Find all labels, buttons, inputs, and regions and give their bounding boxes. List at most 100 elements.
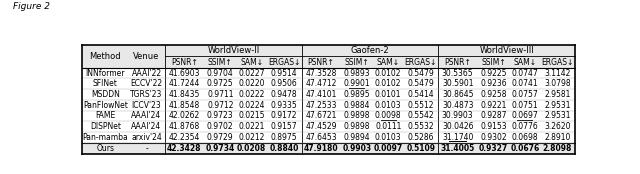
Text: 0.9258: 0.9258 xyxy=(481,90,507,99)
Text: 47.9180: 47.9180 xyxy=(304,144,339,153)
Text: 0.0751: 0.0751 xyxy=(511,101,538,110)
Text: SAM↓: SAM↓ xyxy=(240,58,263,66)
Text: 0.0741: 0.0741 xyxy=(511,79,538,88)
Text: 47.4712: 47.4712 xyxy=(305,79,337,88)
Text: 0.0103: 0.0103 xyxy=(375,101,401,110)
Text: 41.8768: 41.8768 xyxy=(169,122,200,131)
Text: 31.1740: 31.1740 xyxy=(442,133,474,142)
Text: PanFlowNet: PanFlowNet xyxy=(83,101,128,110)
Text: ERGAS↓: ERGAS↓ xyxy=(404,58,437,66)
Text: 0.0102: 0.0102 xyxy=(375,79,401,88)
Text: SFINet: SFINet xyxy=(93,79,118,88)
Text: 0.0098: 0.0098 xyxy=(375,112,401,120)
Text: 0.0222: 0.0222 xyxy=(239,90,265,99)
Text: 0.9712: 0.9712 xyxy=(207,101,234,110)
Text: ECCV'22: ECCV'22 xyxy=(131,79,163,88)
Text: 0.9335: 0.9335 xyxy=(271,101,298,110)
Text: 0.9725: 0.9725 xyxy=(207,79,234,88)
Text: 0.0776: 0.0776 xyxy=(511,122,538,131)
Text: 0.9157: 0.9157 xyxy=(271,122,298,131)
Text: 0.9478: 0.9478 xyxy=(271,90,298,99)
Text: SSIM↑: SSIM↑ xyxy=(481,58,506,66)
Text: ERGAS↓: ERGAS↓ xyxy=(541,58,573,66)
Text: 47.6721: 47.6721 xyxy=(305,112,337,120)
Text: 0.0101: 0.0101 xyxy=(375,90,401,99)
Text: 0.9287: 0.9287 xyxy=(481,112,507,120)
Text: INNformer: INNformer xyxy=(86,69,125,78)
Text: 2.8098: 2.8098 xyxy=(543,144,572,153)
Text: 0.5286: 0.5286 xyxy=(408,133,434,142)
Bar xyxy=(83,100,575,111)
Text: 30.5901: 30.5901 xyxy=(442,79,474,88)
Text: SAM↓: SAM↓ xyxy=(513,58,536,66)
Text: 0.0103: 0.0103 xyxy=(375,133,401,142)
Text: Ours: Ours xyxy=(96,144,115,153)
Text: Venue: Venue xyxy=(133,52,160,61)
Text: 0.9734: 0.9734 xyxy=(205,144,235,153)
Text: WorldView-II: WorldView-II xyxy=(207,46,259,55)
Text: AAAI'24: AAAI'24 xyxy=(131,112,162,120)
Text: PSNR↑: PSNR↑ xyxy=(444,58,471,66)
Text: 0.9221: 0.9221 xyxy=(481,101,507,110)
Text: 41.6903: 41.6903 xyxy=(169,69,200,78)
Text: 0.9711: 0.9711 xyxy=(207,90,234,99)
Text: 0.0698: 0.0698 xyxy=(511,133,538,142)
Bar xyxy=(83,68,575,78)
Text: DISPNet: DISPNet xyxy=(90,122,121,131)
Text: 0.8975: 0.8975 xyxy=(271,133,298,142)
Text: 0.9723: 0.9723 xyxy=(207,112,234,120)
Text: 0.9898: 0.9898 xyxy=(344,122,370,131)
Text: 0.0097: 0.0097 xyxy=(374,144,403,153)
Text: 47.4101: 47.4101 xyxy=(305,90,337,99)
Text: 42.3428: 42.3428 xyxy=(167,144,202,153)
Text: 0.9729: 0.9729 xyxy=(207,133,234,142)
Text: 0.5109: 0.5109 xyxy=(406,144,435,153)
Bar xyxy=(83,121,575,132)
Text: 30.8645: 30.8645 xyxy=(442,90,474,99)
Text: 3.1142: 3.1142 xyxy=(544,69,570,78)
Text: 41.8435: 41.8435 xyxy=(169,90,200,99)
Text: 0.0220: 0.0220 xyxy=(238,79,265,88)
Text: 0.9327: 0.9327 xyxy=(479,144,508,153)
Text: 0.8840: 0.8840 xyxy=(269,144,299,153)
Text: 42.2354: 42.2354 xyxy=(169,133,200,142)
Text: 0.9236: 0.9236 xyxy=(480,79,507,88)
Text: 0.0221: 0.0221 xyxy=(239,122,265,131)
Text: 3.0798: 3.0798 xyxy=(544,79,571,88)
Text: 0.9702: 0.9702 xyxy=(207,122,234,131)
Text: 0.9506: 0.9506 xyxy=(271,79,298,88)
Text: 3.2620: 3.2620 xyxy=(544,122,571,131)
Text: 0.5512: 0.5512 xyxy=(408,101,434,110)
Text: arxiv'24: arxiv'24 xyxy=(131,133,162,142)
Text: 0.9884: 0.9884 xyxy=(344,101,370,110)
Text: 0.9514: 0.9514 xyxy=(271,69,298,78)
Text: 30.4873: 30.4873 xyxy=(442,101,474,110)
Text: 0.0227: 0.0227 xyxy=(238,69,265,78)
Text: 30.5365: 30.5365 xyxy=(442,69,474,78)
Text: 0.9903: 0.9903 xyxy=(342,144,371,153)
Text: 0.9302: 0.9302 xyxy=(480,133,507,142)
Text: 41.8548: 41.8548 xyxy=(169,101,200,110)
Text: -: - xyxy=(145,144,148,153)
Text: 0.9901: 0.9901 xyxy=(344,79,371,88)
Text: ICCV'23: ICCV'23 xyxy=(132,101,161,110)
Text: 41.7244: 41.7244 xyxy=(169,79,200,88)
Text: TGRS'23: TGRS'23 xyxy=(131,90,163,99)
Text: 2.9531: 2.9531 xyxy=(544,101,571,110)
Text: 0.5532: 0.5532 xyxy=(408,122,434,131)
Text: 0.5414: 0.5414 xyxy=(408,90,434,99)
Text: 0.9894: 0.9894 xyxy=(344,133,371,142)
Text: 0.0757: 0.0757 xyxy=(511,90,538,99)
Text: 30.0426: 30.0426 xyxy=(442,122,474,131)
Text: 47.2533: 47.2533 xyxy=(305,101,337,110)
Text: 0.0212: 0.0212 xyxy=(239,133,265,142)
Text: PSNR↑: PSNR↑ xyxy=(308,58,335,66)
Text: 47.6453: 47.6453 xyxy=(305,133,337,142)
Text: 0.0208: 0.0208 xyxy=(237,144,266,153)
Text: 47.3528: 47.3528 xyxy=(305,69,337,78)
Bar xyxy=(83,45,575,68)
Text: 31.4005: 31.4005 xyxy=(440,144,475,153)
Text: SAM↓: SAM↓ xyxy=(377,58,400,66)
Text: 2.9581: 2.9581 xyxy=(544,90,570,99)
Text: 2.9531: 2.9531 xyxy=(544,112,571,120)
